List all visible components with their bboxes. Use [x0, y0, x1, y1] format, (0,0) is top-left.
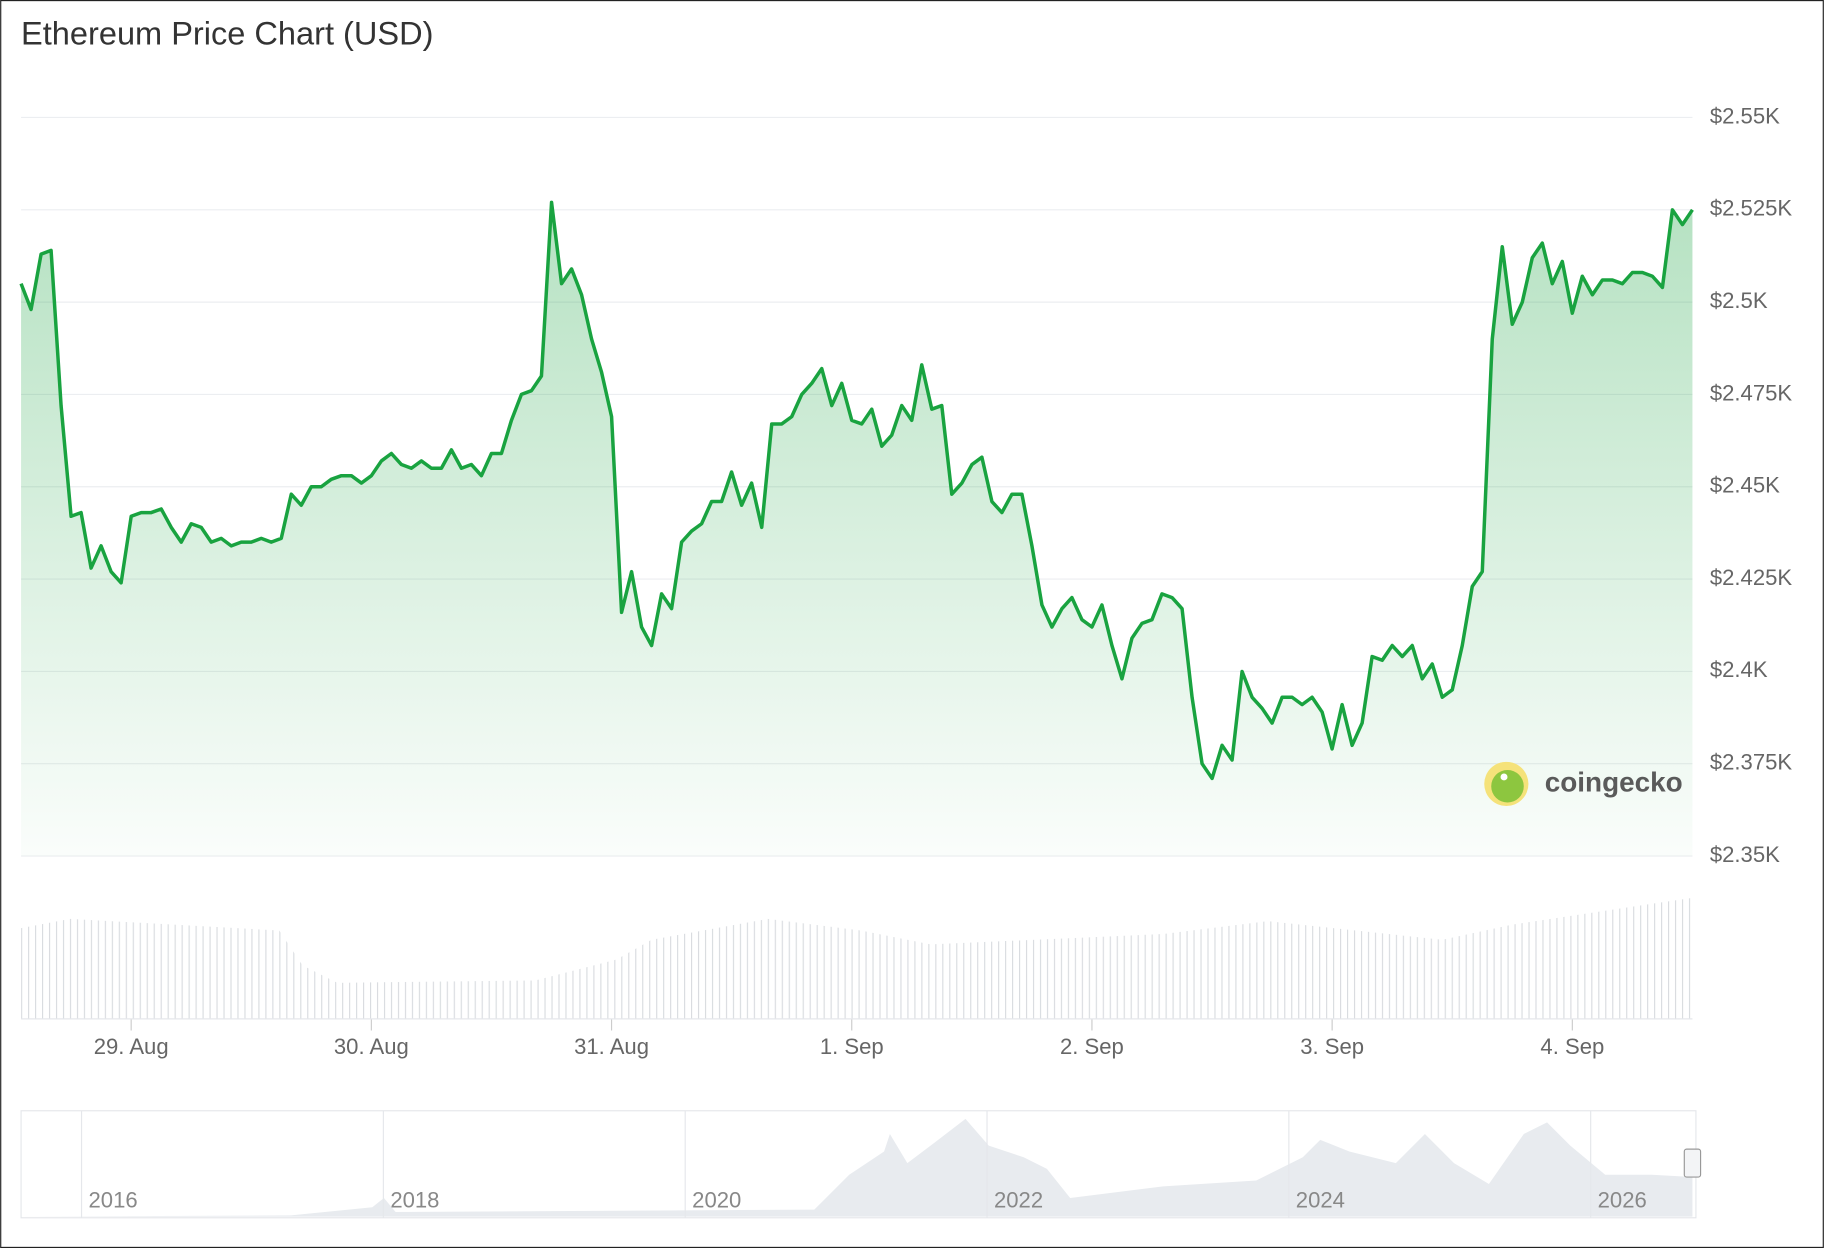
navigator-area: [21, 1118, 1693, 1217]
navigator-label: 2026: [1598, 1187, 1647, 1212]
volume-bars: [21, 897, 1693, 1019]
y-tick-label: $2.525K: [1710, 196, 1793, 221]
logo-body: [1491, 769, 1524, 803]
navigator-label: 2018: [390, 1187, 439, 1212]
x-tick-label: 3. Sep: [1300, 1034, 1364, 1059]
chart-title: Ethereum Price Chart (USD): [21, 16, 433, 52]
price-line: [19, 200, 1694, 781]
plot: [19, 200, 1694, 857]
price-area: [21, 202, 1693, 857]
watermark: coingecko: [1545, 766, 1683, 797]
y-tick-label: $2.4K: [1710, 657, 1768, 682]
coingecko-logo: [1484, 761, 1529, 807]
y-tick-label: $2.375K: [1710, 750, 1793, 775]
navigator-handle[interactable]: [1683, 1148, 1702, 1178]
x-tick-label: 30. Aug: [334, 1034, 409, 1059]
y-tick-label: $2.45K: [1710, 473, 1780, 498]
navigator-label: 2022: [994, 1187, 1043, 1212]
x-tick-label: 31. Aug: [574, 1034, 649, 1059]
navigator-labels: 2016 2018 2020 2022 2024 2026: [89, 1187, 1647, 1212]
y-tick-label: $2.5K: [1710, 288, 1768, 313]
x-tick-label: 2. Sep: [1060, 1034, 1124, 1059]
x-tick-label: 29. Aug: [94, 1034, 169, 1059]
y-tick-label: $2.55K: [1710, 103, 1780, 128]
navigator-label: 2020: [692, 1187, 741, 1212]
x-tick-label: 4. Sep: [1540, 1034, 1604, 1059]
y-tick-label: $2.475K: [1710, 380, 1793, 405]
x-tick-label: 1. Sep: [820, 1034, 884, 1059]
y-tick-label: $2.35K: [1710, 842, 1780, 867]
y-tick-label: $2.425K: [1710, 565, 1793, 590]
navigator: [20, 1110, 1702, 1219]
navigator-label: 2016: [89, 1187, 138, 1212]
navigator-label: 2024: [1296, 1187, 1345, 1212]
logo-eye: [1500, 773, 1508, 781]
